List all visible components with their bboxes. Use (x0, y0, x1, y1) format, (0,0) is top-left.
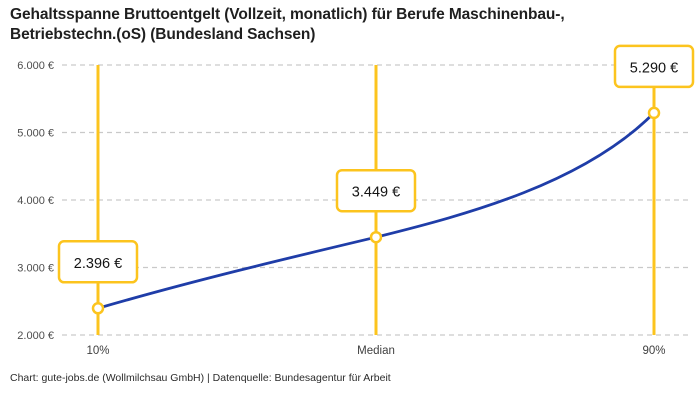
y-tick-label: 4.000 € (17, 195, 54, 207)
value-label-text: 2.396 € (74, 256, 122, 272)
x-axis-label: 10% (86, 345, 109, 357)
y-tick-label: 5.000 € (17, 128, 54, 140)
y-tick-label: 2.000 € (17, 330, 54, 342)
value-label-text: 3.449 € (352, 185, 400, 201)
value-label-box (613, 44, 695, 89)
x-axis-label: 90% (642, 345, 665, 357)
attribution-footer: Chart: gute-jobs.de (Wollmilchsau GmbH) … (10, 372, 391, 384)
chart-title: Gehaltsspanne Bruttoentgelt (Vollzeit, m… (10, 6, 565, 44)
x-axis-label: Median (357, 345, 395, 357)
value-label-text: 5.290 € (630, 60, 678, 76)
y-tick-label: 3.000 € (17, 263, 54, 275)
y-tick-label: 6.000 € (17, 60, 54, 72)
data-point-marker-Median (369, 230, 383, 244)
data-point-marker-90% (647, 106, 661, 120)
data-point-marker-10% (91, 302, 105, 315)
value-label-box (335, 168, 417, 213)
value-label-box (57, 240, 139, 284)
